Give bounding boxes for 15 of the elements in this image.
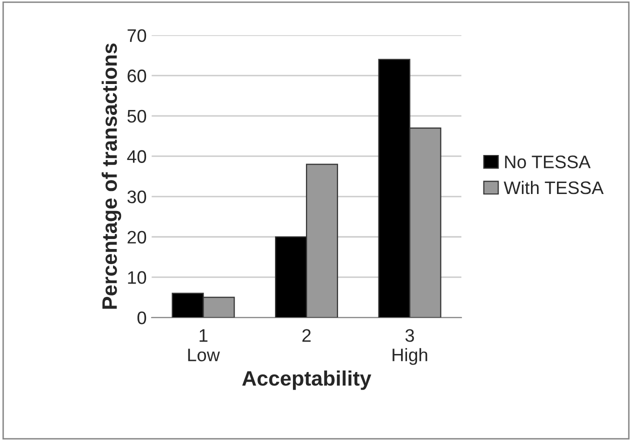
legend-label: No TESSA <box>505 156 591 168</box>
x-tick-label: 1 Low <box>188 329 220 362</box>
legend-label: With TESSA <box>504 180 604 194</box>
y-tick-label: 40 <box>127 150 146 163</box>
y-tick-label: 60 <box>128 70 146 82</box>
y-tick-label: 30 <box>127 190 146 204</box>
x-tick-label: 3 High <box>392 329 428 365</box>
y-tick-label: 0 <box>137 311 146 324</box>
y-tick-label: 70 <box>128 29 146 42</box>
y-tick-label: 10 <box>128 271 146 284</box>
y-tick-label: 50 <box>127 110 146 123</box>
y-axis-title: Percentage of transactions <box>102 44 122 309</box>
x-tick-label: 2 <box>302 329 311 342</box>
y-tick-label: 20 <box>128 230 146 244</box>
x-axis-title: Acceptability <box>242 370 372 390</box>
